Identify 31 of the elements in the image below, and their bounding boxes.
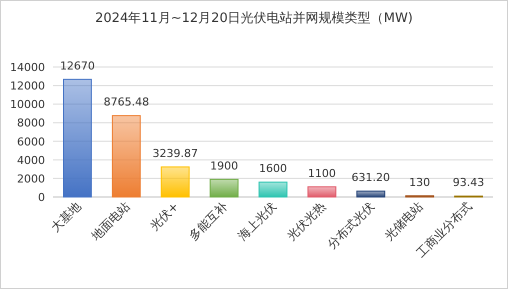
bar — [112, 115, 141, 198]
y-tick-label: 0 — [38, 191, 45, 204]
y-tick-label: 2000 — [17, 172, 45, 186]
data-label: 130 — [409, 176, 430, 189]
y-tick-label: 14000 — [10, 61, 45, 74]
bar — [160, 166, 190, 198]
data-label: 1900 — [210, 159, 238, 172]
data-label: 93.43 — [452, 176, 484, 190]
bar — [63, 78, 92, 198]
x-tick-label: 光储电站 — [382, 199, 426, 244]
data-label: 1100 — [308, 166, 336, 180]
bar — [307, 186, 336, 198]
x-tick-label: 地面电站 — [88, 199, 132, 244]
y-tick-label: 12000 — [10, 80, 45, 93]
data-label: 12670 — [60, 59, 95, 72]
data-label: 1600 — [259, 162, 287, 176]
data-label: 631.20 — [352, 171, 390, 184]
bar — [210, 178, 239, 198]
y-tick-label: 8000 — [17, 116, 45, 130]
x-tick-label: 海上光伏 — [235, 199, 280, 244]
y-tick-label: 4000 — [17, 154, 45, 167]
data-label: 8765.48 — [104, 96, 150, 109]
x-tick-label: 大基地 — [48, 199, 84, 235]
x-tick-label: 多能互补 — [186, 199, 230, 244]
y-tick-label: 6000 — [17, 135, 45, 148]
bar — [356, 190, 386, 198]
bar — [258, 182, 288, 198]
data-label: 3239.87 — [152, 146, 198, 160]
y-tick-label: 10000 — [10, 98, 45, 112]
chart-title: 2024年11月~12月20日光伏电站并网规模类型（MW) — [95, 11, 413, 26]
x-tick-label: 光伏+ — [147, 199, 182, 234]
